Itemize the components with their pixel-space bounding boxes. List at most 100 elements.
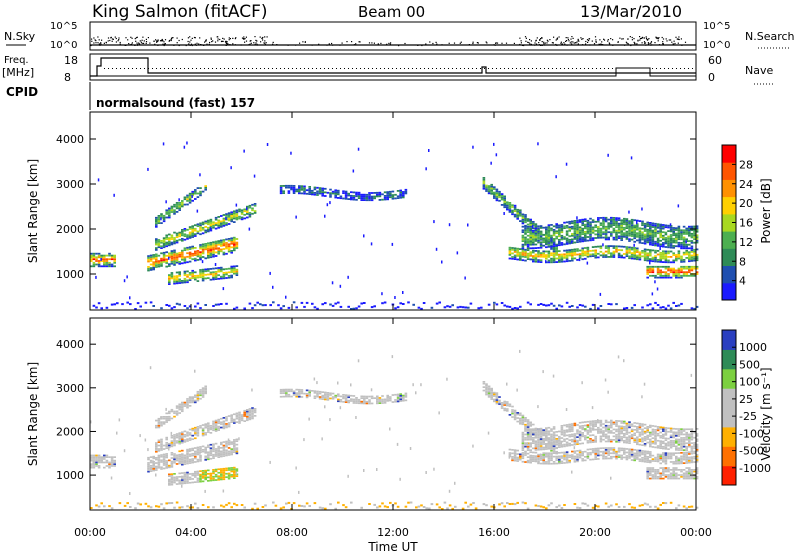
heatmap-cell	[415, 506, 418, 509]
heatmap-cell	[615, 229, 618, 232]
heatmap-cell	[576, 221, 579, 224]
heatmap-cell	[100, 254, 103, 257]
heatmap-cell	[165, 238, 168, 240]
power-colorbar-label: Power [dB]	[759, 178, 773, 243]
nsky-point	[600, 43, 602, 45]
heatmap-cell	[638, 236, 642, 239]
heatmap-cell	[604, 433, 608, 436]
heatmap-cell	[680, 267, 683, 270]
heatmap-cell	[287, 395, 291, 398]
heatmap-cell	[175, 483, 179, 485]
heatmap-cell	[578, 451, 582, 454]
heatmap-cell	[100, 461, 103, 464]
nsky-point	[204, 41, 206, 43]
heatmap-cell	[581, 227, 584, 230]
heatmap-cell	[344, 192, 348, 195]
heatmap-cell	[162, 244, 166, 247]
power-colorbar-swatch	[722, 282, 736, 301]
heatmap-cell	[521, 421, 525, 424]
heatmap-cell	[175, 256, 179, 259]
heatmap-cell	[155, 447, 158, 450]
heatmap-cell	[542, 462, 545, 465]
heatmap-cell	[604, 447, 608, 449]
heatmap-cell	[183, 461, 187, 464]
heatmap-cell	[160, 503, 163, 506]
heatmap-cell	[604, 238, 608, 241]
heatmap-cell	[168, 237, 171, 239]
heatmap-cell	[285, 392, 288, 394]
heatmap-cell	[628, 222, 631, 224]
heatmap-cell	[196, 399, 200, 402]
heatmap-cell	[170, 273, 174, 276]
heatmap-cell	[227, 502, 231, 505]
heatmap-cell	[636, 225, 639, 227]
nave-dot	[368, 68, 369, 69]
heatmap-cell	[547, 459, 551, 462]
heatmap-cell	[571, 444, 574, 446]
heatmap-cell	[295, 466, 297, 470]
heatmap-cell	[529, 428, 532, 431]
heatmap-cell	[220, 423, 223, 425]
heatmap-cell	[181, 436, 184, 439]
heatmap-cell	[547, 447, 551, 450]
heatmap-cell	[212, 246, 215, 249]
heatmap-cell	[155, 240, 158, 242]
heatmap-cell	[253, 415, 257, 417]
heatmap-cell	[493, 398, 496, 401]
heatmap-cell	[149, 470, 153, 472]
heatmap-cell	[321, 187, 324, 190]
heatmap-cell	[191, 245, 194, 248]
heatmap-cell	[677, 269, 681, 272]
heatmap-cell	[542, 459, 545, 461]
heatmap-cell	[175, 252, 179, 255]
heatmap-cell	[194, 250, 197, 253]
heatmap-cell	[558, 228, 561, 230]
heatmap-cell	[591, 449, 595, 452]
heatmap-cell	[516, 412, 519, 414]
heatmap-cell	[207, 480, 210, 482]
heatmap-cell	[524, 214, 527, 216]
heatmap-cell	[194, 276, 197, 279]
heatmap-cell	[537, 241, 540, 244]
heatmap-cell	[571, 222, 574, 225]
heatmap-cell	[571, 233, 574, 235]
heatmap-cell	[628, 210, 630, 214]
heatmap-cell	[552, 238, 556, 240]
heatmap-cell	[152, 305, 155, 307]
heatmap-cell	[175, 457, 179, 460]
heatmap-cell	[529, 433, 532, 436]
nave-dot	[160, 68, 161, 69]
heatmap-cell	[235, 416, 239, 418]
heatmap-cell	[389, 190, 392, 193]
nsky-point	[263, 42, 265, 44]
nave-dot	[240, 68, 241, 69]
heatmap-cell	[196, 274, 200, 277]
heatmap-cell	[201, 504, 205, 506]
nave-dot	[320, 68, 321, 69]
heatmap-cell	[396, 393, 400, 396]
heatmap-cell	[209, 476, 213, 478]
heatmap-cell	[586, 221, 590, 224]
heatmap-cell	[391, 355, 394, 359]
heatmap-cell	[204, 478, 207, 481]
heatmap-cell	[693, 229, 696, 231]
nsky-point	[137, 43, 139, 45]
heatmap-cell	[233, 418, 236, 421]
heatmap-cell	[170, 476, 174, 479]
heatmap-cell	[602, 426, 605, 429]
heatmap-cell	[526, 234, 530, 237]
heatmap-cell	[461, 507, 465, 510]
heatmap-cell	[181, 460, 184, 462]
heatmap-cell	[625, 218, 629, 220]
heatmap-cell	[407, 501, 410, 504]
nsky-point	[633, 41, 635, 43]
power-ytick-label: 3000	[56, 178, 84, 191]
heatmap-cell	[602, 218, 605, 221]
heatmap-cell	[607, 250, 610, 253]
heatmap-cell	[537, 433, 540, 435]
nsky-point	[125, 44, 127, 46]
heatmap-cell	[519, 422, 522, 425]
heatmap-cell	[597, 421, 600, 424]
heatmap-cell	[155, 445, 158, 448]
heatmap-cell	[175, 454, 179, 457]
